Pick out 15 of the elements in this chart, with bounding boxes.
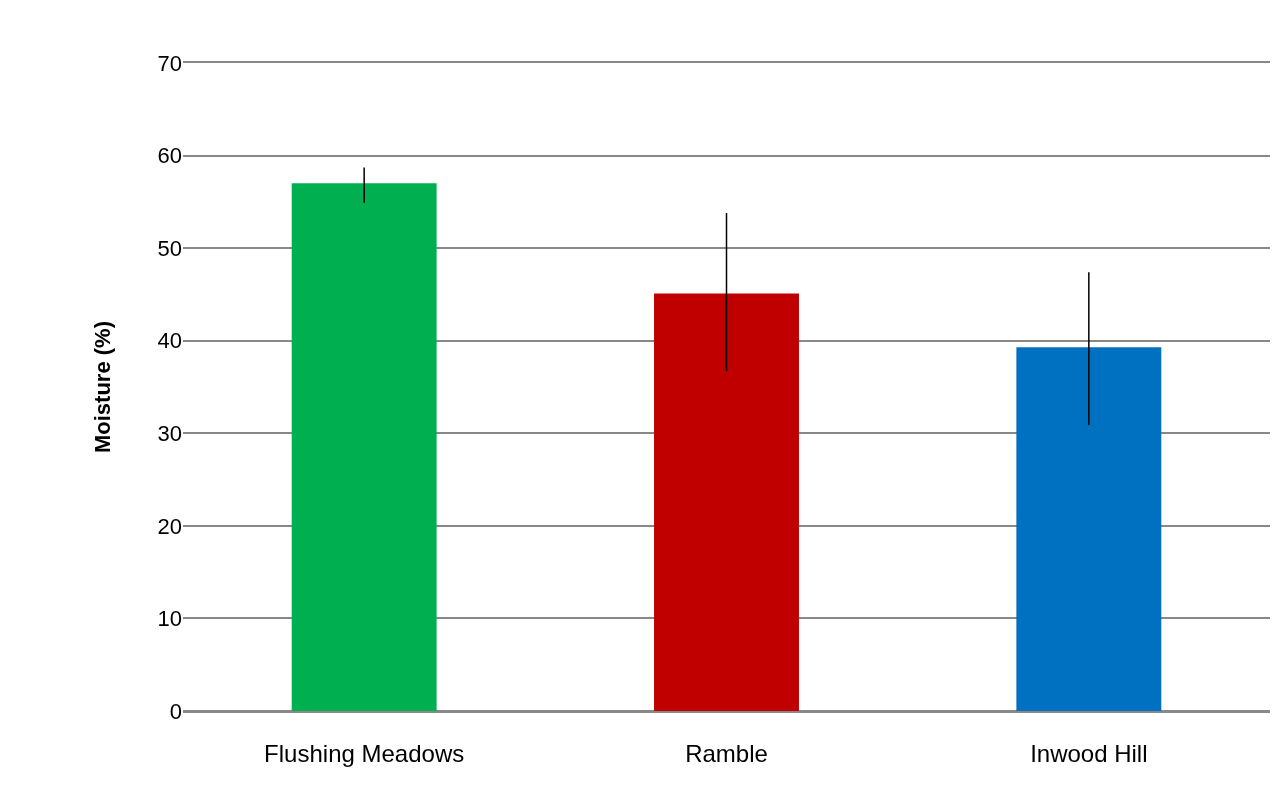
bar	[654, 293, 799, 711]
y-tick-label: 0	[169, 698, 182, 724]
bar	[1016, 347, 1162, 711]
bar	[291, 183, 437, 711]
y-tick-label: 10	[157, 606, 182, 632]
y-axis-title: Moisture (%)	[90, 321, 116, 453]
x-tick-label: Ramble	[685, 739, 768, 767]
y-tick-label: 50	[157, 235, 182, 261]
x-tick-label: Flushing Meadows	[264, 739, 465, 767]
y-tick-label: 20	[157, 513, 182, 539]
y-tick-label: 30	[157, 420, 182, 446]
y-tick-label: 60	[157, 143, 182, 169]
x-tick-label: Inwood Hill	[1030, 739, 1148, 767]
y-tick-label: 70	[157, 50, 182, 76]
y-tick-label: 40	[157, 328, 182, 354]
